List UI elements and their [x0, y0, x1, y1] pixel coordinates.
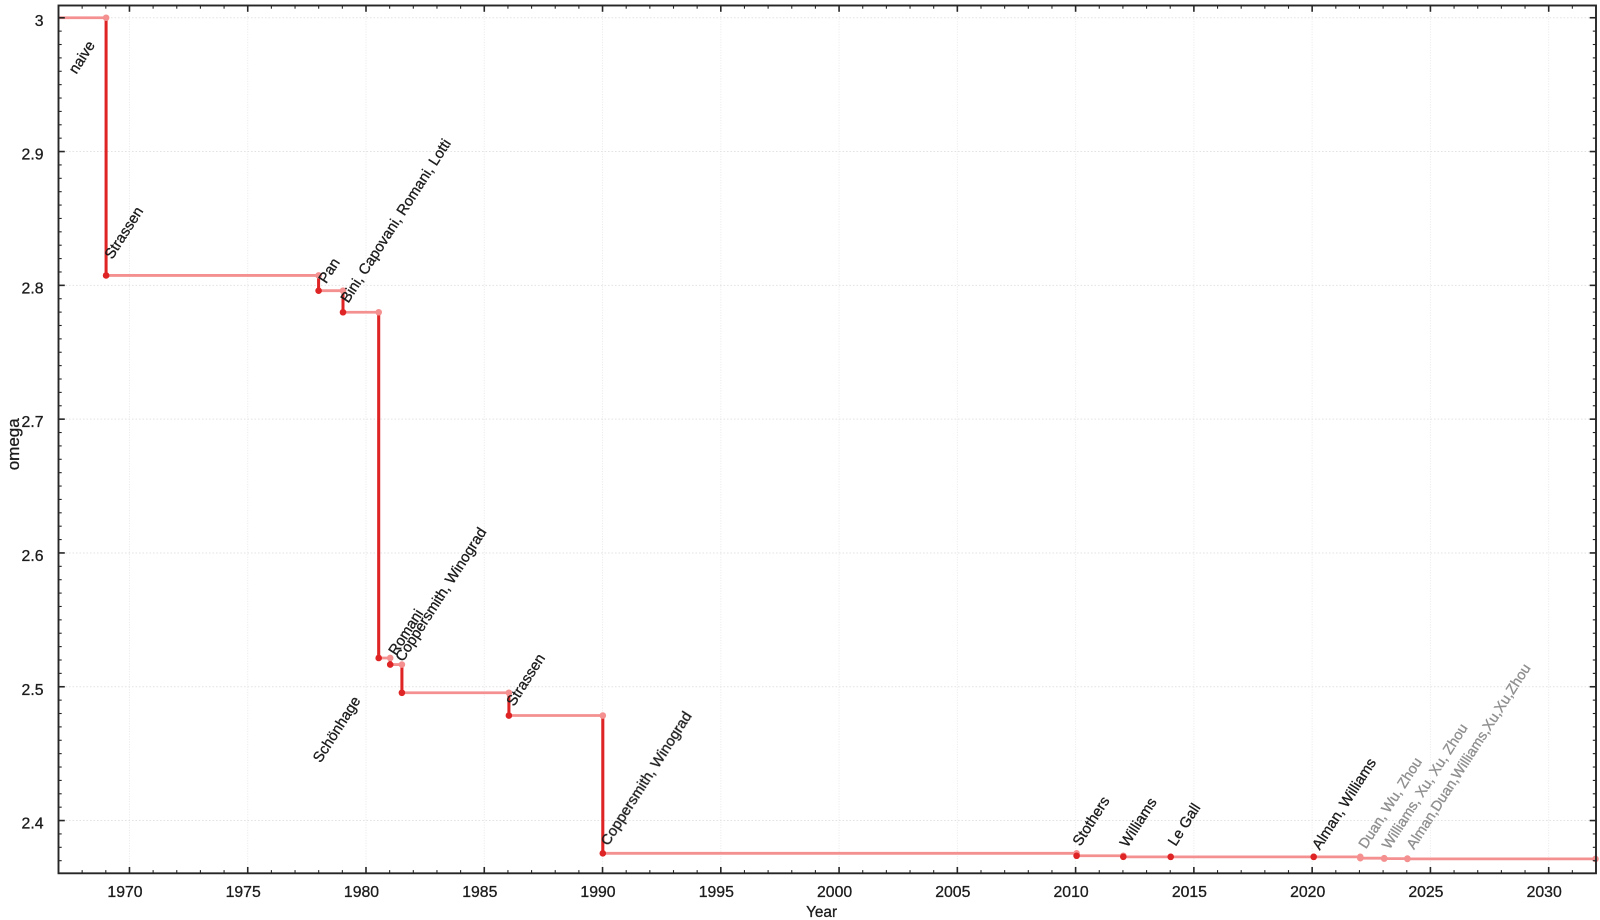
svg-text:2030: 2030	[1527, 884, 1562, 901]
svg-text:2.4: 2.4	[22, 816, 44, 833]
svg-text:2010: 2010	[1054, 884, 1089, 901]
svg-text:1990: 1990	[580, 884, 615, 901]
svg-text:2000: 2000	[817, 884, 852, 901]
svg-text:2.9: 2.9	[22, 147, 44, 164]
svg-text:1970: 1970	[107, 884, 142, 901]
svg-text:1995: 1995	[699, 884, 734, 901]
svg-text:2.6: 2.6	[22, 548, 44, 565]
svg-text:2.8: 2.8	[22, 281, 44, 298]
svg-text:1975: 1975	[226, 884, 261, 901]
svg-text:2020: 2020	[1290, 884, 1325, 901]
svg-text:omega: omega	[4, 418, 23, 471]
svg-text:2025: 2025	[1408, 884, 1443, 901]
svg-text:1985: 1985	[462, 884, 497, 901]
svg-text:Year: Year	[806, 904, 837, 920]
svg-text:1980: 1980	[344, 884, 379, 901]
svg-text:2015: 2015	[1172, 884, 1207, 901]
svg-text:2.7: 2.7	[22, 414, 44, 431]
svg-text:2005: 2005	[935, 884, 970, 901]
svg-text:3: 3	[35, 13, 44, 30]
svg-text:2.5: 2.5	[22, 682, 44, 699]
